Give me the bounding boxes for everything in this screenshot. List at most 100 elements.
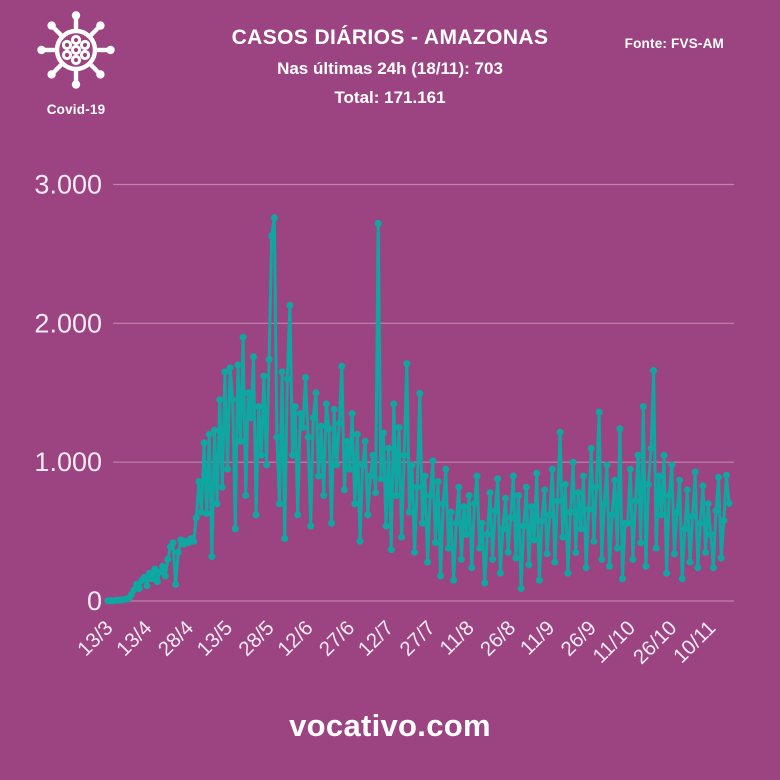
data-point [670, 550, 678, 558]
data-point [481, 579, 489, 587]
data-point [561, 480, 569, 488]
data-point [265, 355, 273, 363]
y-tick-label: 3.000 [34, 170, 102, 200]
data-point [512, 554, 520, 562]
data-point [213, 500, 221, 508]
data-point [585, 505, 593, 513]
data-point [390, 400, 398, 408]
data-point [328, 519, 335, 527]
x-tick-label: 28/5 [234, 616, 278, 660]
x-tick-label: 13/3 [73, 616, 117, 660]
data-point [593, 483, 600, 491]
data-point [489, 555, 497, 563]
data-point [174, 548, 182, 556]
data-point [619, 575, 626, 583]
data-point [491, 507, 499, 515]
data-point [642, 562, 650, 570]
data-point [507, 514, 515, 522]
data-point [361, 437, 369, 445]
data-point [439, 500, 447, 508]
data-point [548, 465, 556, 473]
data-point [637, 539, 645, 547]
y-tick-label: 1.000 [34, 447, 102, 477]
data-point [515, 492, 522, 499]
data-point [699, 482, 707, 490]
data-point [424, 558, 432, 566]
data-point [483, 530, 491, 538]
covid-badge: Covid-19 [34, 6, 118, 117]
data-point [400, 451, 408, 459]
data-point [460, 503, 468, 511]
data-point [447, 508, 455, 516]
data-point [463, 530, 471, 538]
data-point [148, 575, 156, 583]
data-point [429, 457, 437, 465]
data-point [683, 486, 691, 494]
data-point [242, 492, 250, 499]
data-point [379, 429, 387, 437]
data-point [403, 360, 411, 368]
data-point [450, 576, 458, 584]
x-tick-label: 26/8 [476, 616, 520, 660]
header: CASOS DIÁRIOS - AMAZONAS Nas últimas 24h… [0, 26, 780, 108]
data-point [281, 535, 289, 542]
data-point [195, 478, 203, 486]
data-point [691, 468, 699, 476]
data-point [567, 508, 574, 516]
data-point [218, 483, 226, 491]
data-point [146, 569, 154, 577]
data-point [418, 519, 426, 527]
data-point [172, 580, 180, 588]
data-point [359, 461, 367, 469]
data-point [255, 403, 263, 411]
data-point [533, 469, 541, 477]
data-point [645, 480, 652, 488]
data-point [476, 544, 484, 552]
data-point [639, 403, 647, 411]
data-point [156, 568, 164, 576]
data-point [509, 472, 517, 480]
data-point [374, 219, 382, 227]
data-point [369, 451, 377, 459]
data-point [655, 472, 663, 480]
data-point [486, 489, 494, 497]
data-point [689, 512, 697, 520]
data-point [574, 489, 582, 497]
data-point [725, 499, 733, 507]
data-point [608, 511, 616, 519]
data-point [273, 433, 281, 441]
data-point [426, 492, 434, 499]
data-point [346, 465, 354, 473]
data-point [676, 476, 684, 484]
data-point [587, 444, 595, 452]
data-point [283, 375, 291, 383]
data-point [421, 472, 429, 480]
data-point [494, 475, 502, 483]
data-point [229, 396, 237, 404]
data-point [351, 500, 359, 508]
data-point [715, 473, 723, 481]
data-point [712, 507, 720, 515]
data-point [364, 511, 372, 519]
data-point [377, 475, 385, 483]
data-point [535, 576, 543, 584]
data-point [629, 555, 637, 563]
data-point [291, 403, 299, 411]
data-point [496, 569, 504, 577]
y-tick-label: 0 [87, 586, 102, 616]
data-point [392, 492, 400, 499]
data-point [704, 500, 712, 508]
data-point [335, 419, 343, 427]
data-point [398, 533, 406, 541]
data-point [559, 533, 567, 541]
data-point [231, 525, 239, 533]
data-point [348, 410, 356, 418]
data-point [634, 451, 642, 459]
data-point [702, 548, 710, 556]
data-point [302, 374, 309, 381]
data-point [686, 558, 694, 566]
data-point [312, 389, 320, 397]
data-point [657, 511, 665, 519]
data-point [353, 430, 361, 438]
